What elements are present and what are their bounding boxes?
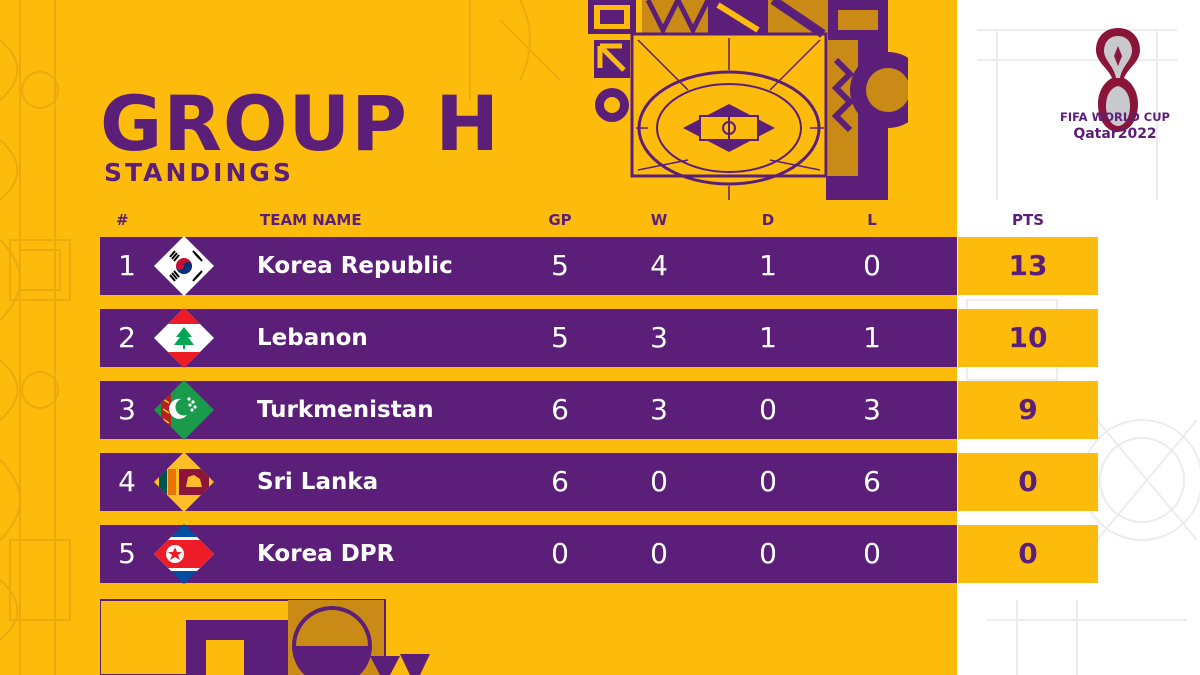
decorative-pattern-top [588,0,908,200]
rank-cell: 5 [118,537,136,570]
rank-cell: 4 [118,465,136,498]
pts-header: PTS [1011,211,1045,229]
w-cell: 0 [650,537,668,570]
rank-cell: 3 [118,393,136,426]
pts-cell: 0 [1018,537,1038,570]
pts-box: 0 [958,453,1098,511]
d-cell: 0 [759,465,777,498]
page-subtitle: STANDINGS [104,158,294,187]
pts-box: 9 [958,381,1098,439]
team-name: Korea Republic [257,253,453,279]
gp-cell: 6 [551,393,569,426]
w-header: W [650,211,668,229]
gp-cell: 5 [551,249,569,282]
pts-box: 10 [958,309,1098,367]
w-cell: 4 [650,249,668,282]
logo-line1: FIFA WORLD CUP [1060,110,1170,124]
gp-cell: 6 [551,465,569,498]
d-cell: 0 [759,537,777,570]
d-cell: 1 [759,249,777,282]
pts-cell: 0 [1018,465,1038,498]
team-name: Turkmenistan [257,397,434,423]
l-cell: 1 [863,321,881,354]
team-name-header: TEAM NAME [260,211,362,229]
team-name: Korea DPR [257,541,395,567]
w-cell: 3 [650,321,668,354]
d-header: D [761,211,775,229]
l-cell: 6 [863,465,881,498]
sri-lanka-flag-icon [154,452,214,512]
gp-header: GP [548,211,572,229]
pts-box: 13 [958,237,1098,295]
l-cell: 3 [863,393,881,426]
fifa-world-cup-trophy-logo [1096,28,1140,132]
table-row: 1 Korea Republic 5 4 1 0 [100,236,957,296]
pts-cell: 13 [1008,249,1048,282]
rank-cell: 2 [118,321,136,354]
korea-dpr-flag-icon [154,524,214,584]
l-cell: 0 [863,249,881,282]
turkmenistan-flag-icon [154,380,214,440]
d-cell: 0 [759,393,777,426]
table-row: 5 Korea DPR 0 0 0 0 [100,524,957,584]
gp-cell: 0 [551,537,569,570]
w-cell: 0 [650,465,668,498]
l-cell: 0 [863,537,881,570]
korea-republic-flag-icon [154,236,214,296]
page-title: GROUP H [100,79,500,168]
rank-header: # [116,211,129,229]
table-row: 3 Turkmenistan 6 3 0 3 [100,380,957,440]
rank-cell: 1 [118,249,136,282]
decorative-pattern-bottom [100,599,430,675]
pts-cell: 10 [1008,321,1048,354]
pts-cell: 9 [1018,393,1038,426]
table-row: 4 Sri Lanka 6 0 0 6 [100,452,957,512]
table-row: 2 Lebanon 5 3 1 1 [100,308,957,368]
pts-box: 0 [958,525,1098,583]
w-cell: 3 [650,393,668,426]
l-header: L [867,211,877,229]
d-cell: 1 [759,321,777,354]
team-name: Sri Lanka [257,469,379,495]
team-name: Lebanon [257,325,368,351]
lebanon-flag-icon [154,308,214,368]
logo-line2: Qatar2022 [1073,126,1157,142]
gp-cell: 5 [551,321,569,354]
background-pattern [0,0,561,675]
